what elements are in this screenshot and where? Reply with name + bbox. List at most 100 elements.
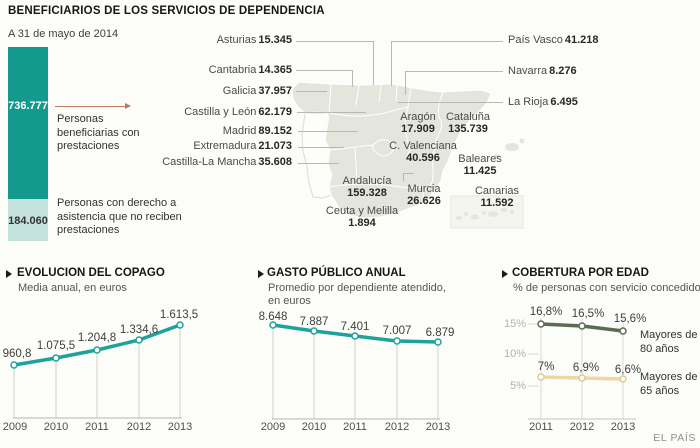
chart2-value: 7.887 <box>299 316 329 328</box>
chart2-grid <box>272 325 439 419</box>
chart2-title: GASTO PÚBLICO ANUAL <box>267 267 406 279</box>
chart1-value: 1.613,5 <box>159 309 199 321</box>
charts-canvas <box>10 318 636 420</box>
chart1-grid <box>13 325 181 418</box>
map-label-cantabria: Cantabria 14.365 <box>208 64 292 76</box>
map-label-navarra: Navarra 8.276 <box>508 65 577 77</box>
chart3-points-80 <box>537 320 627 335</box>
chart1-year: 2009 <box>2 421 28 433</box>
chart3-points-65 <box>537 373 627 383</box>
bullet-icon <box>258 270 264 278</box>
connector-cantabria-v <box>352 70 353 87</box>
bar-secondary-value: 184.060 <box>8 215 48 227</box>
chart3-value-65: 6,6% <box>614 364 642 376</box>
chart3-year: 2012 <box>569 421 595 433</box>
connector-murcia <box>403 173 414 174</box>
publisher-credit: EL PAÍS <box>653 432 696 444</box>
chart1-value: 1.075,5 <box>36 340 76 352</box>
chart3-value-65: 6,9% <box>572 362 600 374</box>
map-label-canarias: Canarias 11.592 <box>474 185 520 209</box>
region-borders <box>328 83 444 204</box>
bar-primary-value: 736.777 <box>8 100 48 112</box>
arrow-line <box>55 106 125 107</box>
chart1-value: 1.204,8 <box>77 332 117 344</box>
chart3-series-80-label: Mayores de 80 años <box>640 329 698 355</box>
map-label-castilla-leon: Castilla y León 62.179 <box>184 106 292 118</box>
chart2-year: 2011 <box>343 421 367 433</box>
connector-castilla-leon <box>297 112 366 113</box>
map-label-murcia: Murcia 26.626 <box>407 183 441 207</box>
date-note: A 31 de mayo de 2014 <box>8 28 119 40</box>
chart2-year: 2010 <box>301 421 327 433</box>
chart1-year: 2010 <box>43 421 69 433</box>
chart2-year: 2013 <box>425 421 451 433</box>
bar-entitled <box>8 199 48 241</box>
connector-madrid <box>298 131 358 132</box>
chart3-ytick: 5% <box>510 380 526 392</box>
chart3-year: 2013 <box>610 421 636 433</box>
chart1-title: EVOLUCION DEL COPAGO <box>17 267 165 279</box>
chart1-year: 2012 <box>126 421 152 433</box>
page-title: BENEFICIARIOS DE LOS SERVICIOS DE DEPEND… <box>8 5 325 17</box>
chart3-value-80: 15,6% <box>613 313 647 325</box>
map-label-extremadura: Extremadura 21.073 <box>193 140 292 152</box>
connector-navarra <box>405 71 503 72</box>
chart1-year: 2011 <box>85 421 109 433</box>
map-label-castilla-mancha: Castilla-La Mancha 35.608 <box>162 156 292 168</box>
spain-peninsula <box>291 81 492 219</box>
bar-beneficiaries <box>8 47 48 199</box>
chart3-subtitle: % de personas con servicio concedido <box>513 282 700 294</box>
map-label-cataluna: Cataluña 135.739 <box>445 111 491 135</box>
map-label-pais-vasco: País Vasco 41.218 <box>508 34 599 46</box>
chart2-year: 2012 <box>384 421 410 433</box>
connector-pais-vasco-v <box>391 41 392 86</box>
chart2-value: 6.879 <box>425 327 455 339</box>
chart2-subtitle: Promedio por dependiente atendido, en eu… <box>268 282 446 307</box>
chart3-year: 2011 <box>529 421 553 433</box>
connector-asturias <box>296 41 373 42</box>
connector-galicia <box>296 91 327 92</box>
arrow-head-icon <box>125 103 131 109</box>
map-label-asturias: Asturias 15.345 <box>216 34 292 46</box>
chart3-value-65: 7% <box>537 361 555 373</box>
connector-navarra-v <box>405 71 406 95</box>
chart2-points <box>269 321 442 346</box>
balearic-islands <box>494 138 525 158</box>
map-label-la-rioja: La Rioja 6.495 <box>508 96 578 108</box>
connector-murcia-v <box>403 173 404 181</box>
chart2-value: 8.648 <box>258 311 288 323</box>
spain-map <box>291 81 525 229</box>
connector-castilla-mancha <box>298 163 339 164</box>
chart3-grid <box>528 318 624 419</box>
chart2-value: 7.007 <box>382 325 412 337</box>
chart3-ytick: 10% <box>503 348 526 360</box>
chart3-title: COBERTURA POR EDAD <box>512 267 649 279</box>
chart1-value: 960,8 <box>2 348 32 360</box>
connector-la-rioja <box>398 102 503 103</box>
canary-islands <box>456 208 514 220</box>
chart2-year: 2009 <box>260 421 286 433</box>
chart3-ytick: 15% <box>503 318 526 330</box>
map-label-aragon: Aragón 17.909 <box>400 111 436 135</box>
bullet-icon <box>6 270 12 278</box>
bullet-icon <box>502 270 508 278</box>
chart1-subtitle: Media anual, en euros <box>18 282 127 294</box>
connector-extremadura <box>298 147 344 148</box>
chart2-value: 7.401 <box>340 321 370 333</box>
chart3-value-80: 16,5% <box>571 308 605 320</box>
bar-secondary-label: Personas con derecho a asistencia que no… <box>57 197 182 236</box>
map-label-galicia: Galicia 37.957 <box>222 85 292 97</box>
connector-pais-vasco <box>391 41 503 42</box>
connector-cantabria <box>296 70 352 71</box>
bar-primary-label: Personas beneficiarias con prestaciones <box>57 113 140 152</box>
chart1-value: 1.334,6 <box>119 324 159 336</box>
connector-asturias-v <box>373 41 374 85</box>
map-label-ceuta-melilla: Ceuta y Melilla 1.894 <box>325 205 399 229</box>
map-label-madrid: Madrid 89.152 <box>222 125 292 137</box>
map-label-baleares: Baleares 11.425 <box>458 153 502 177</box>
chart1-points <box>10 321 184 369</box>
map-label-andalucia: Andalucía 159.328 <box>342 175 392 199</box>
map-label-valenciana: C. Valenciana 40.596 <box>389 140 457 164</box>
chart3-series-65-label: Mayores de 65 años <box>640 371 698 397</box>
